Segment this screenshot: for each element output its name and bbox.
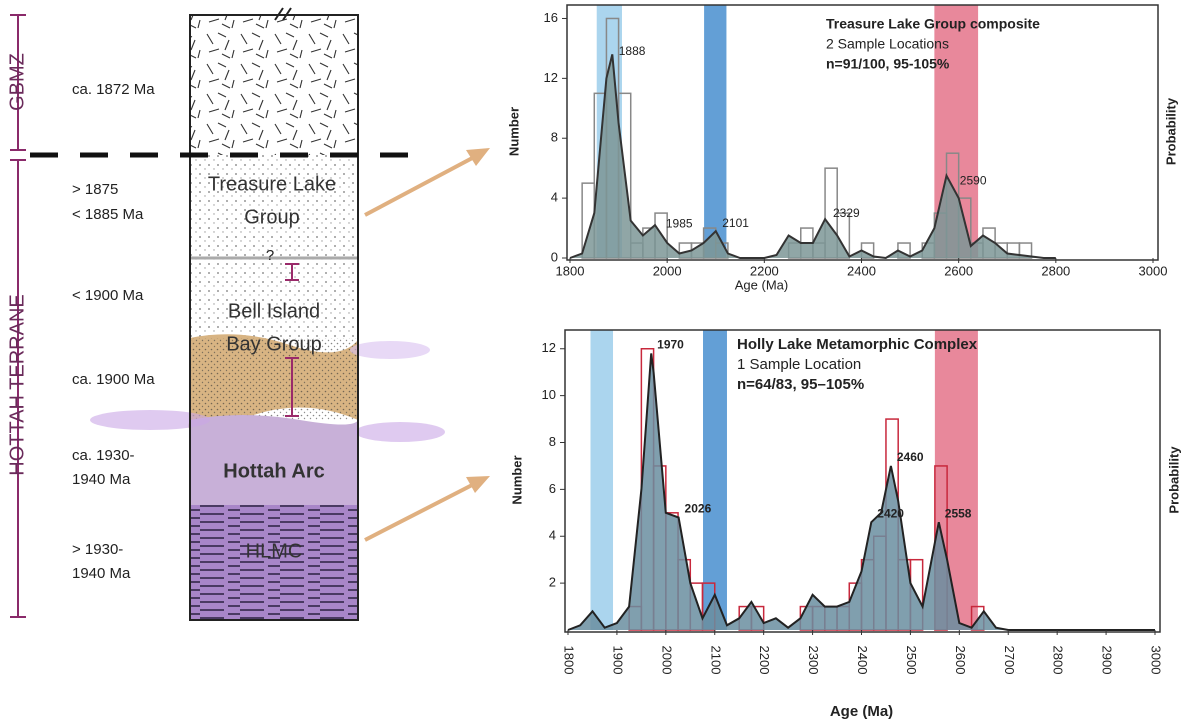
age-label: < 1900 Ma <box>72 287 144 304</box>
age-label: ca. 1872 Ma <box>72 81 155 98</box>
x-tick-label: 1900 <box>610 646 625 675</box>
y-tick-label: 4 <box>551 190 558 205</box>
purple-smear <box>90 410 210 430</box>
x-tick-label: 2300 <box>806 646 821 675</box>
hlmc-lines <box>190 505 358 620</box>
peak-label: 2420 <box>877 506 904 520</box>
arrowhead <box>466 148 490 493</box>
chart-title: Holly Lake Metamorphic Complex <box>737 336 978 353</box>
chart: 1800 1900 2000 2100 2200 2300 2400 2500 2600 2700… <box>509 330 1181 720</box>
age-label: ca. 1930- <box>72 447 135 464</box>
x-tick-label: 2200 <box>757 646 772 675</box>
x-tick-label: 2000 <box>659 646 674 675</box>
peak-label: 2026 <box>685 502 712 516</box>
peak-label: 2329 <box>833 206 860 220</box>
unit-label: Treasure Lake <box>208 173 336 195</box>
purple-smear <box>355 422 445 442</box>
chart-title: Treasure Lake Group composite <box>826 16 1040 32</box>
purple-smear <box>350 341 430 359</box>
y-axis-label: Number <box>509 455 524 504</box>
peak-label: 1888 <box>619 44 646 58</box>
age-label: > 1875 <box>72 181 118 198</box>
y-tick-label: 12 <box>542 340 556 355</box>
x-tick-label: 2600 <box>953 646 968 675</box>
bell-island-upper <box>190 258 358 338</box>
strat-column: GBMZ HOTTAH TERRANE ca. 1872 Ma > 1875 <… <box>6 8 490 620</box>
unit-label: Bay Group <box>226 333 322 355</box>
y-tick-label: 12 <box>544 70 558 85</box>
peak-label: 2558 <box>945 506 972 520</box>
peak-label: 1970 <box>657 338 684 352</box>
chart-subtitle: 2 Sample Locations <box>826 36 949 52</box>
x-tick-label: 2700 <box>1002 646 1017 675</box>
y-tick-label: 8 <box>549 434 556 449</box>
x-tick-label: 2500 <box>904 646 919 675</box>
x-tick-label: 3000 <box>1139 263 1168 278</box>
y-tick-label: 4 <box>549 528 556 543</box>
y2-axis-label: Probability <box>1163 97 1178 165</box>
peak-label: 2460 <box>897 450 924 464</box>
age-label: ca. 1900 Ma <box>72 371 155 388</box>
x-tick-label: 1800 <box>556 263 585 278</box>
x-tick-label: 2200 <box>750 263 779 278</box>
unit-label: ? <box>266 247 274 264</box>
page: {"column": { "terrane_labels": ["GBMZ", … <box>0 0 1187 721</box>
figure: GBMZ HOTTAH TERRANE ca. 1872 Ma > 1875 <… <box>0 0 1187 721</box>
x-tick-label: 2800 <box>1051 646 1066 675</box>
terrane-label: GBMZ <box>6 53 28 111</box>
y-tick-label: 2 <box>549 575 556 590</box>
y-tick-label: 8 <box>551 130 558 145</box>
y-tick-label: 16 <box>544 10 558 25</box>
x-tick-label: 2400 <box>847 263 876 278</box>
x-tick-label: 3000 <box>1149 646 1164 675</box>
age-label: 1940 Ma <box>72 565 131 582</box>
x-tick-label: 2000 <box>653 263 682 278</box>
unit-label: Group <box>244 206 300 228</box>
age-band <box>591 330 614 630</box>
x-tick-label: 2900 <box>1100 646 1115 675</box>
unit-label: HLMC <box>246 540 303 562</box>
peak-label: 2101 <box>722 216 749 230</box>
y-tick-label: 6 <box>549 481 556 496</box>
y2-axis-label: Probability <box>1166 446 1181 514</box>
x-tick-label: 1800 <box>562 646 577 675</box>
chart-note: n=91/100, 95-105% <box>826 56 950 72</box>
age-label: < 1885 Ma <box>72 206 144 223</box>
unit-label: Hottah Arc <box>223 460 324 482</box>
chart-note: n=64/83, 95–105% <box>737 376 864 393</box>
y-tick-label: 0 <box>551 249 558 264</box>
x-tick-label: 2100 <box>708 646 723 675</box>
age-label: > 1930- <box>72 541 123 558</box>
gbmz-unit <box>190 15 358 155</box>
x-tick-label: 2600 <box>944 263 973 278</box>
y-tick-label: 10 <box>542 387 556 402</box>
x-tick-label: 2800 <box>1041 263 1070 278</box>
chart-subtitle: 1 Sample Location <box>737 356 861 373</box>
y-axis-label: Number <box>506 107 521 156</box>
age-label: 1940 Ma <box>72 471 131 488</box>
x-axis-label: Age (Ma) <box>735 277 788 292</box>
x-axis-label: Age (Ma) <box>830 703 893 720</box>
x-tick-label: 2400 <box>855 646 870 675</box>
terrane-label: HOTTAH TERRANE <box>6 294 28 476</box>
peak-label: 1985 <box>666 216 693 230</box>
chart: 1800 2000 2200 2400 2600 2800 3000 0 4 8 12 16 1888 1… <box>506 5 1178 292</box>
peak-label: 2590 <box>960 173 987 187</box>
unit-label: Bell Island <box>228 300 320 322</box>
